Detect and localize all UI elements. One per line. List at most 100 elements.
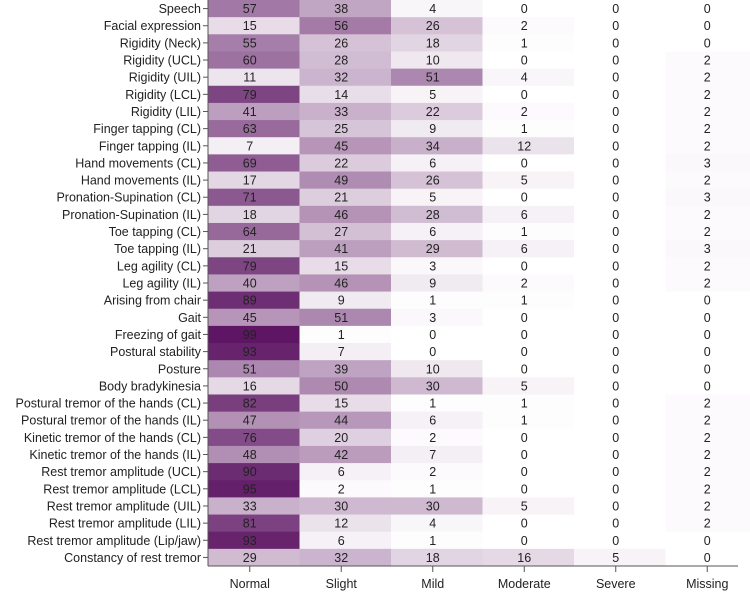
heatmap-cell [482, 343, 575, 361]
heatmap-cell [391, 325, 483, 344]
cell-value-label: 2 [704, 414, 711, 428]
row-label: Toe tapping (CL) [109, 225, 201, 239]
cell-value-label: 0 [612, 328, 619, 342]
cell-value-label: 0 [612, 431, 619, 445]
cell-value-label: 76 [243, 431, 257, 445]
cell-value-label: 4 [429, 517, 436, 531]
heatmap-cell [299, 257, 392, 275]
cell-value-label: 3 [704, 156, 711, 170]
heatmap-cell [665, 17, 750, 35]
cell-value-label: 79 [243, 259, 257, 273]
heatmap-cell [665, 428, 750, 447]
cell-value-label: 0 [521, 311, 528, 325]
cell-value-label: 6 [521, 242, 528, 256]
cell-value-label: 0 [429, 345, 436, 359]
heatmap-cell [208, 34, 300, 52]
cell-value-label: 1 [429, 534, 436, 548]
cell-value-label: 2 [704, 174, 711, 188]
heatmap-cell [574, 68, 666, 87]
cell-value-label: 30 [426, 499, 440, 513]
heatmap-cell [482, 308, 575, 327]
heatmap-cell [391, 51, 483, 70]
heatmap-cell [665, 68, 750, 87]
cell-value-label: 0 [612, 174, 619, 188]
cell-value-label: 20 [334, 431, 348, 445]
cell-value-label: 9 [429, 122, 436, 136]
heatmap-cell [482, 497, 575, 516]
heatmap-cell [208, 154, 300, 173]
column-label: Missing [686, 577, 728, 591]
row-label: Leg agility (CL) [117, 259, 201, 273]
heatmap-cell [391, 240, 483, 258]
cell-value-label: 69 [243, 156, 257, 170]
cell-value-label: 22 [426, 105, 440, 119]
cell-value-label: 2 [704, 225, 711, 239]
heatmap-cell [574, 240, 666, 258]
cell-value-label: 0 [612, 139, 619, 153]
cell-value-label: 0 [521, 156, 528, 170]
heatmap-cell [391, 463, 483, 481]
cell-value-label: 2 [704, 397, 711, 411]
cell-value-label: 0 [704, 2, 711, 16]
heatmap-cell [299, 325, 392, 344]
heatmap-cell [391, 514, 483, 533]
heatmap-cell [665, 240, 750, 258]
cell-value-label: 0 [521, 54, 528, 68]
heatmap-cell [665, 120, 750, 138]
heatmap-cell [482, 0, 575, 18]
heatmap-cell [391, 188, 483, 207]
cell-value-label: 33 [243, 499, 257, 513]
cell-value-label: 9 [429, 277, 436, 291]
cell-value-label: 99 [243, 328, 257, 342]
cell-value-label: 57 [243, 2, 257, 16]
cell-value-label: 0 [612, 19, 619, 33]
cell-value-label: 1 [521, 36, 528, 50]
heatmap-cell [208, 51, 300, 70]
heatmap-cell [208, 120, 300, 138]
heatmap-cell [665, 188, 750, 207]
heatmap-cell [391, 308, 483, 327]
cell-value-label: 2 [704, 517, 711, 531]
cell-value-label: 5 [521, 499, 528, 513]
column-label: Mild [421, 577, 444, 591]
cell-value-label: 12 [334, 517, 348, 531]
heatmap-cell [574, 274, 666, 293]
column-label: Normal [230, 577, 270, 591]
heatmap-cell [299, 463, 392, 481]
heatmap-cell [299, 445, 392, 464]
cell-value-label: 2 [338, 482, 345, 496]
heatmap-cell [482, 120, 575, 138]
heatmap-cell [482, 68, 575, 87]
row-label: Rest tremor amplitude (UCL) [41, 465, 201, 479]
row-label: Finger tapping (IL) [99, 139, 201, 153]
heatmap-cell [208, 411, 300, 430]
heatmap-cell [574, 343, 666, 361]
row-label: Leg agility (IL) [122, 277, 201, 291]
cell-value-label: 1 [521, 294, 528, 308]
cell-value-label: 6 [338, 465, 345, 479]
heatmap-cell [574, 480, 666, 498]
heatmap-cell [208, 205, 300, 224]
heatmap-cell [391, 85, 483, 104]
heatmap-cell [665, 85, 750, 104]
cell-value-label: 32 [334, 551, 348, 565]
cell-value-label: 81 [243, 517, 257, 531]
cell-value-label: 2 [704, 465, 711, 479]
cell-value-label: 2 [521, 19, 528, 33]
cell-value-label: 18 [426, 551, 440, 565]
heatmap-cell [208, 171, 300, 190]
heatmap-cell [299, 291, 392, 310]
heatmap-cell [299, 240, 392, 258]
heatmap-cell [208, 274, 300, 293]
heatmap-cell [482, 85, 575, 104]
row-label: Kinetic tremor of the hands (CL) [24, 431, 201, 445]
heatmap-cell [299, 137, 392, 155]
heatmap-cell [208, 102, 300, 121]
cell-value-label: 5 [612, 551, 619, 565]
row-label: Rigidity (Neck) [120, 36, 201, 50]
heatmap-cell [482, 17, 575, 35]
heatmap-cell [482, 274, 575, 293]
cell-value-label: 0 [521, 534, 528, 548]
heatmap-cell [299, 360, 392, 378]
heatmap-cell [208, 308, 300, 327]
